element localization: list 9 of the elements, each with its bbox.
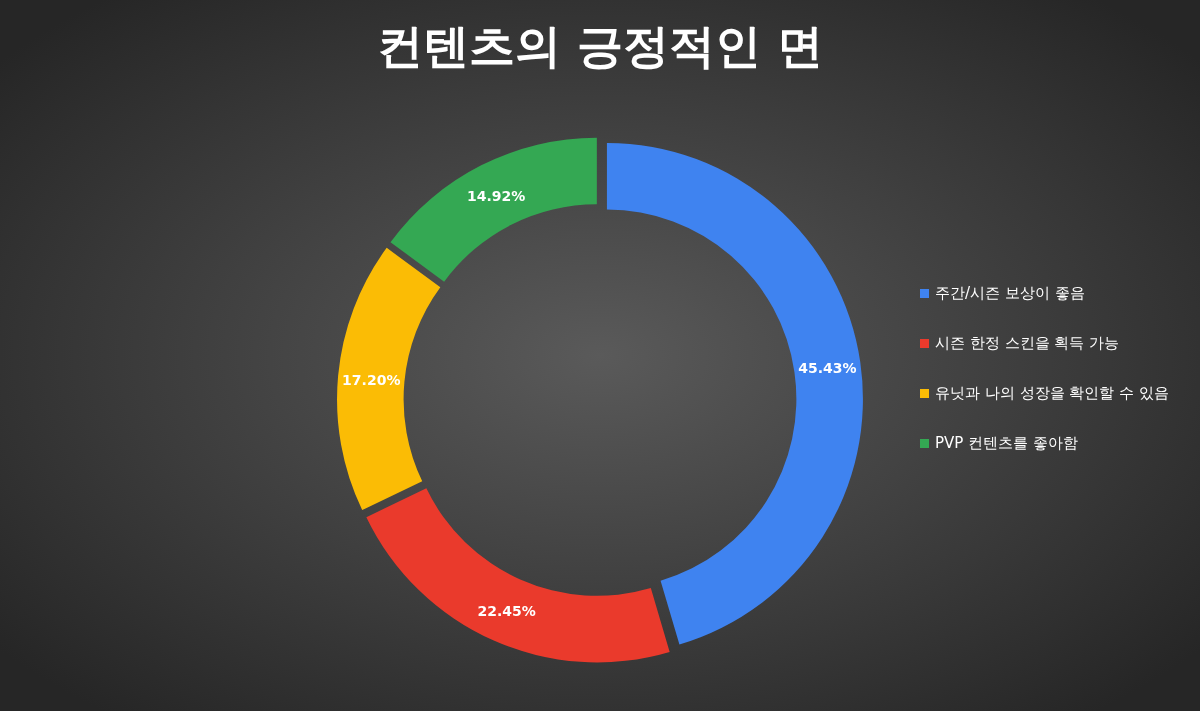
legend-label: 유닛과 나의 성장을 확인할 수 있음 [935,384,1169,402]
legend-label: 주간/시즌 보상이 좋음 [935,284,1085,302]
data-label: 14.92% [467,188,526,205]
data-label: 17.20% [342,371,401,388]
data-label: 22.45% [477,602,536,619]
data-label: 45.43% [798,360,857,377]
chart-title: 컨텐츠의 긍정적인 면 [376,19,824,73]
legend-label: PVP 컨텐츠를 좋아함 [935,434,1078,452]
legend-label: 시즌 한정 스킨을 획득 가능 [935,334,1120,352]
